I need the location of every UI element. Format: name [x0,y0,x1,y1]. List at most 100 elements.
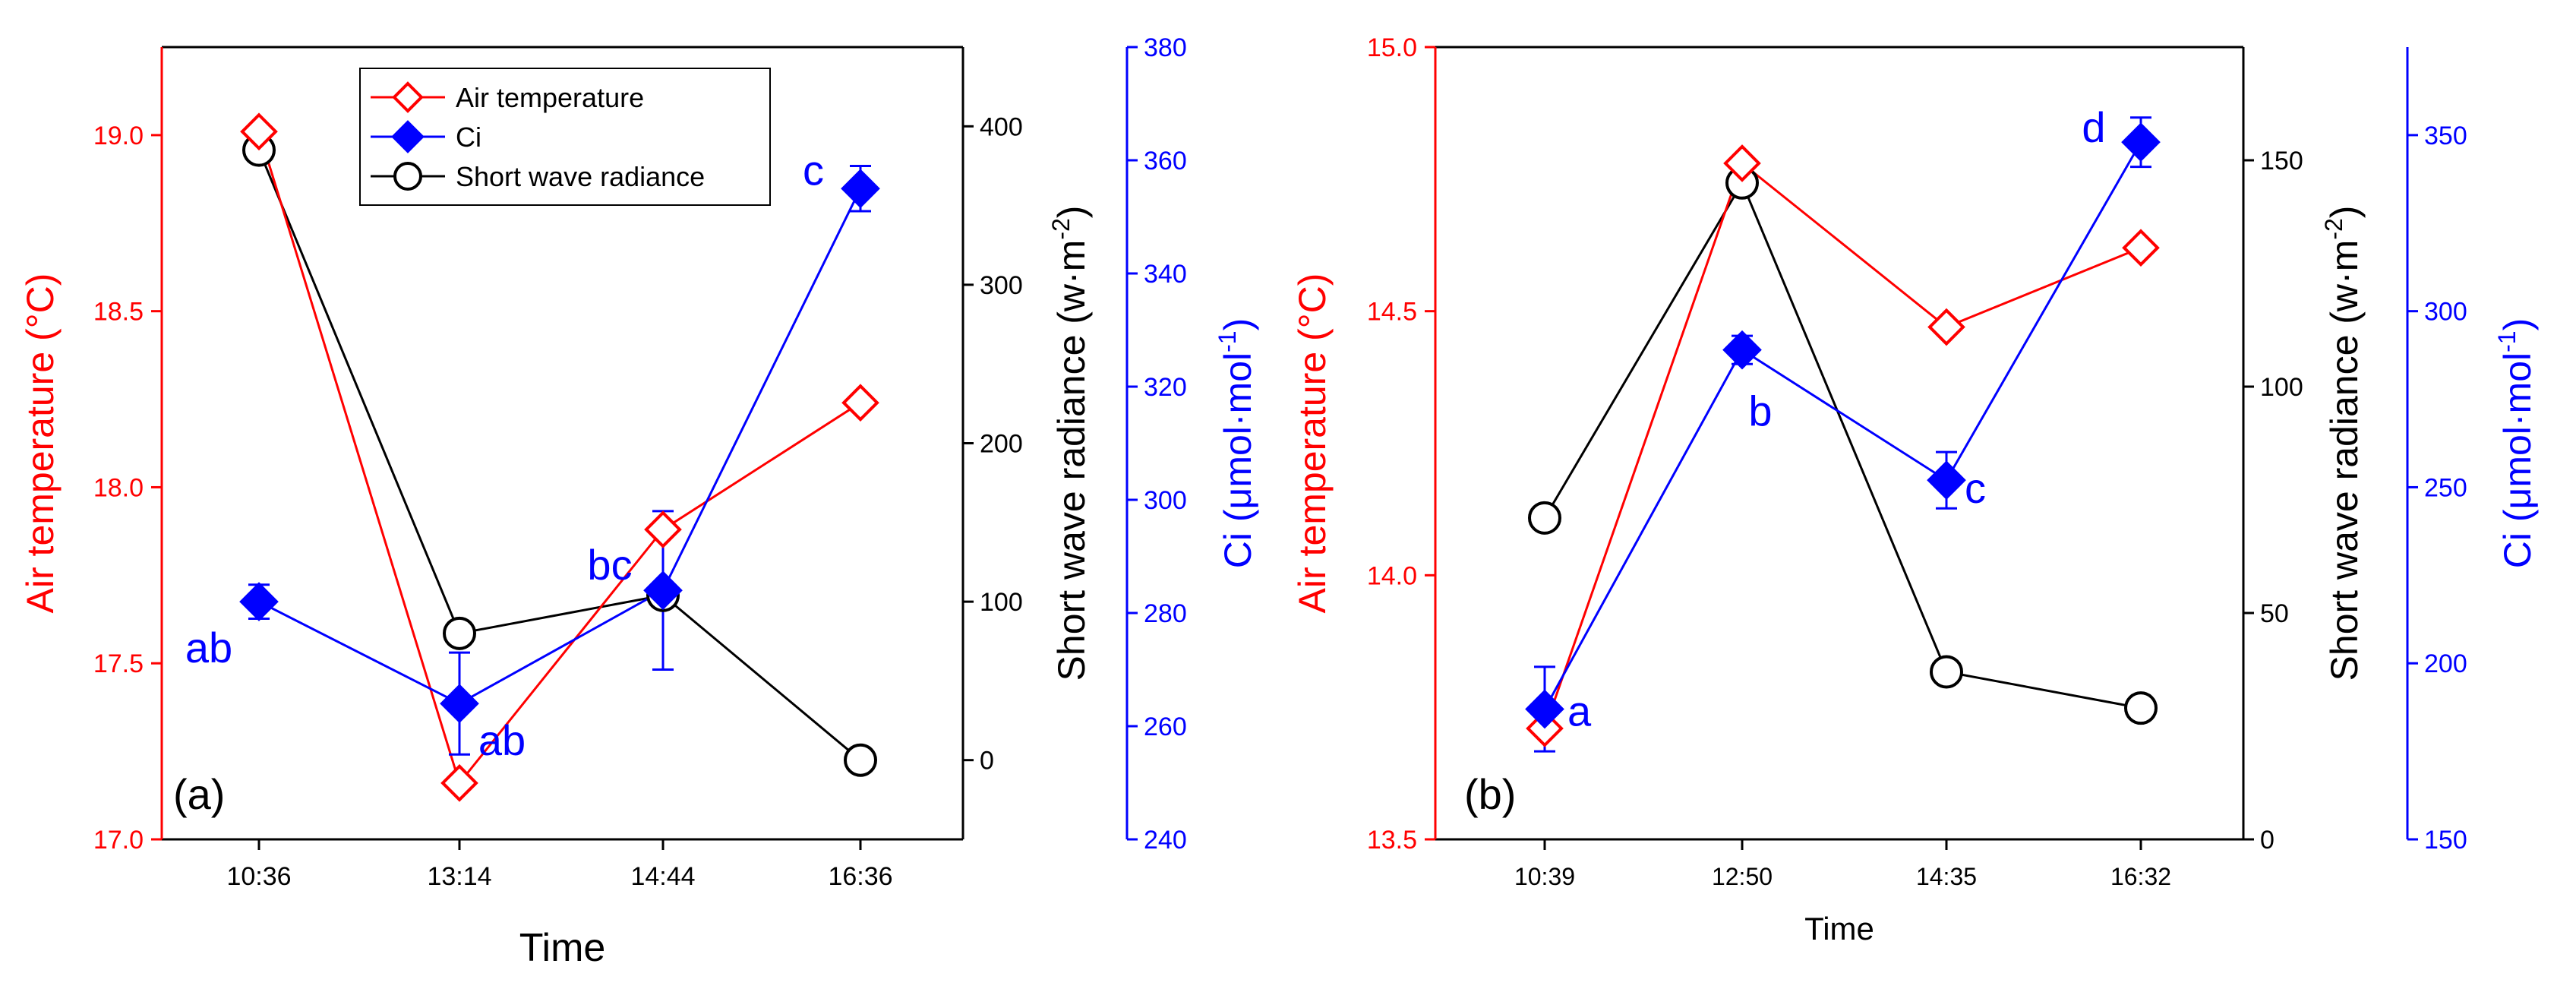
radiance-y-tick-label: 100 [980,588,1023,617]
temperature-point-10:36 [240,112,278,151]
ci-point-12:50 [1722,330,1762,370]
ci-label-part: Ci (μmol·mol [1217,352,1259,568]
x-tick-label: 14:44 [630,862,695,891]
radiance-y-axis-label: Short wave radiance (w·m-2) [2320,206,2366,681]
ci-y-tick-label: 300 [1144,486,1187,515]
x-tick-label: 13:14 [427,862,491,891]
temperature-point-14:44 [644,510,682,548]
left-y-tick-label: 13.5 [1367,826,1417,855]
significance-letter: ab [478,716,526,764]
x-axis-label: Time [519,926,606,970]
ci-label-part: ) [2496,318,2539,331]
significance-letter: a [1567,687,1592,735]
legend-entry-label: Air temperature [456,82,644,113]
ci-label-superscript: -1 [1214,330,1241,352]
left-y-tick-label: 15.0 [1367,33,1417,62]
temperature-series-line [257,131,861,785]
ci-y-tick-label: 250 [2424,473,2467,502]
temperature-point-12:50 [1723,144,1761,182]
radiance-y-tick-label: 50 [2260,599,2289,628]
radiance-label-superscript: -2 [2320,218,2347,239]
radiance-label-superscript: -2 [1047,218,1075,239]
radiance-label-part: ) [2323,206,2366,219]
ci-y-tick-label: 380 [1144,33,1187,62]
radiance-y-axis-label: Short wave radiance (w·m-2) [1047,206,1093,681]
legend-ci-marker [391,120,425,153]
chart-panel-b: 10:39 12:50 14:35 16:32 Time 13.5 14.0 14.5 15.0… [1291,33,2539,946]
temperature-point-16:36 [841,384,879,422]
legend-radiance-marker [393,162,422,191]
ci-series-line [258,188,862,705]
ci-point-10:39 [1525,689,1564,729]
left-y-tick-label: 14.5 [1367,298,1417,327]
radiance-y-tick-label: 300 [980,271,1023,300]
significance-letter: b [1748,387,1772,435]
x-tick-label: 12:50 [1712,863,1773,890]
left-y-axis-label: Air temperature (°C) [19,273,62,614]
significance-letter: d [2082,103,2105,151]
panel-label: (a) [173,770,225,818]
x-tick-label: 16:32 [2110,863,2171,890]
ci-y-tick-label: 360 [1144,147,1187,175]
ci-point-10:36 [239,582,279,621]
ci-point-16:32 [2121,122,2161,162]
radiance-point-10:39 [1528,501,1561,535]
ci-y-axis-label: Ci (μmol·mol-1) [1214,318,1259,568]
ci-y-tick-label: 280 [1144,599,1187,628]
x-tick-label: 10:36 [226,862,291,891]
ci-point-16:36 [841,169,880,209]
ci-y-tick-label: 320 [1144,373,1187,402]
radiance-point-16:32 [2124,691,2158,725]
temperature-series-line [1543,161,2142,729]
chart-panel-a: 10:36 13:14 14:44 16:36 Time 17.0 17.5 18.0 18.5… [19,33,1259,970]
ci-point-13:14 [440,684,479,724]
left-y-tick-label: 18.0 [93,473,144,502]
ci-label-part: ) [1217,318,1259,331]
radiance-point-13:14 [443,616,476,650]
x-tick-label: 14:35 [1916,863,1977,890]
radiance-point-16:36 [844,743,877,777]
ci-y-tick-label: 240 [1144,826,1187,855]
temperature-point-16:32 [2122,229,2160,267]
radiance-y-tick-label: 200 [980,430,1023,459]
significance-letter: bc [587,541,632,589]
ci-point-14:44 [643,570,683,611]
temperature-point-13:14 [440,764,478,802]
ci-series-line [1543,141,2142,710]
radiance-y-tick-label: 400 [980,112,1023,141]
left-y-tick-label: 17.5 [93,649,144,678]
legend-entry-label: Ci [456,122,481,153]
radiance-label-part: Short wave radiance (w·m [2323,240,2366,681]
legend-temperature-marker [392,81,424,113]
left-y-tick-label: 17.0 [93,826,144,855]
radiance-y-tick-label: 150 [2260,147,2303,175]
left-y-tick-label: 19.0 [93,122,144,150]
panel-label: (b) [1464,770,1516,818]
ci-y-tick-label: 150 [2424,826,2467,855]
ci-y-tick-label: 340 [1144,260,1187,289]
ci-label-superscript: -1 [2493,330,2521,352]
ci-y-tick-label: 350 [2424,122,2467,150]
x-tick-label: 10:39 [1514,863,1575,890]
significance-letter: ab [185,624,232,671]
left-y-axis-label: Air temperature (°C) [1291,273,1334,614]
radiance-y-tick-label: 0 [2260,826,2275,855]
radiance-label-part: Short wave radiance (w·m [1050,240,1093,681]
radiance-label-part: ) [1050,206,1093,219]
left-y-tick-label: 14.0 [1367,561,1417,590]
legend-entry-label: Short wave radiance [456,161,705,192]
ci-y-tick-label: 300 [2424,298,2467,327]
x-axis-label: Time [1804,911,1874,946]
ci-point-14:35 [1927,460,1966,501]
radiance-series-line [257,150,861,761]
temperature-point-14:35 [1927,308,1965,346]
radiance-point-14:35 [1930,655,1963,689]
radiance-y-tick-label: 0 [980,747,994,776]
ci-y-tick-label: 260 [1144,713,1187,741]
radiance-y-tick-label: 100 [2260,373,2303,402]
left-y-tick-label: 18.5 [93,298,144,327]
legend: Air temperature Ci Short wave radiance [359,68,771,206]
ci-label-part: Ci (μmol·mol [2496,352,2539,568]
significance-letter: c [803,146,824,194]
